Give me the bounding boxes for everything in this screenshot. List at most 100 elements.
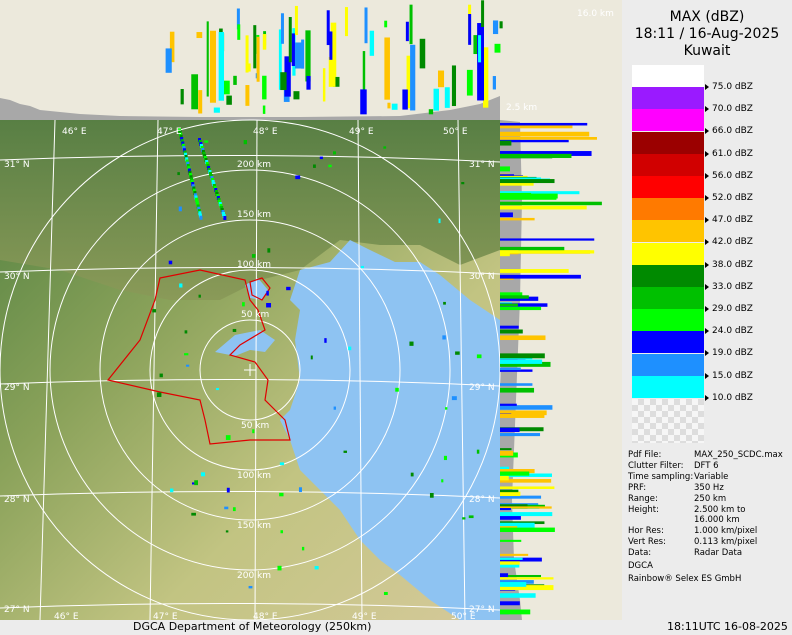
profile-echo [326,10,330,46]
echo-cell [445,407,448,410]
echo-cell [295,175,301,180]
echo-cell [443,455,448,461]
radar-echoes [152,128,482,595]
profile-echo [500,246,565,252]
profile-echo [330,22,337,77]
info-value: DFT 6 [694,461,719,471]
echo-cell [188,170,192,175]
echo-cell [286,286,291,291]
profile-echo [500,609,531,615]
profile-echo [500,427,544,432]
echo-cell [200,472,206,477]
profile-echo [500,153,572,158]
profile-echo [500,325,519,329]
profile-echo [344,7,348,37]
profile-echo [500,369,533,372]
profile-echo [362,51,366,94]
profile-echo [500,205,587,210]
info-value: 0.113 km/pixel [694,537,758,547]
profile-echo [196,32,203,39]
profile-echo [500,251,510,257]
profile-echo [253,25,257,69]
profile-echo [191,74,199,110]
echo-cell [442,335,446,340]
product-time: 18:11 / 16-Aug-2025 [634,26,780,42]
profile-echo [500,295,529,299]
profile-echo [332,76,340,87]
echo-cell [429,492,434,498]
scale-tick [705,150,709,157]
echo-cell [190,179,194,184]
echo-cell [395,387,399,392]
scale-tick [705,195,709,201]
echo-cell [279,492,284,497]
profile-echo [500,573,509,577]
echo-cell [185,159,189,164]
profile-echo [500,303,548,307]
echo-cell [360,265,365,269]
echo-cell [225,435,231,440]
profile-echo [500,491,521,497]
height-label-top: 16.0 km [577,9,614,19]
lon-label-top-48: 48° E [253,127,278,137]
echo-cell [280,530,284,534]
range-label-s-50: 50 km [241,421,269,431]
profile-echo [500,131,590,137]
lon-label-top-49: 49° E [349,127,374,137]
scale-label: 47.0 dBZ [712,215,753,226]
profile-echo [405,21,409,42]
profile-echo [294,5,298,36]
scale-tick [705,328,709,335]
info-key: Height: [628,505,659,515]
profile-echo [500,521,545,525]
echo-cell [324,338,327,343]
scale-label: 24.0 dBZ [712,326,753,337]
product-title: MAX (dBZ) [669,9,745,25]
profile-echo [500,574,542,578]
echo-cell [223,216,227,220]
lon-label-top-50: 50° E [443,127,468,137]
echo-cell [198,294,201,298]
profile-echo [280,13,284,44]
echo-cell [267,248,271,253]
lon-label-top-46: 46° E [62,127,87,137]
echo-cell [191,512,196,516]
scale-swatch [632,153,704,176]
scale-label: 38.0 dBZ [712,259,753,270]
range-label-n-150: 150 km [237,210,271,220]
scale-label: 10.0 dBZ [712,392,753,403]
echo-cell [186,164,190,168]
lon-label-bottom-48: 48° E [253,612,278,622]
profile-echo [500,307,533,311]
profile-echo [500,122,588,126]
lat-label-right-29: 29° N [469,383,495,393]
scale-tick [705,128,709,135]
echo-cell [409,341,414,346]
profile-echo [500,387,535,393]
product-site: Kuwait [683,43,731,59]
profile-echo [245,35,249,73]
info-key: Pdf File: [628,450,662,460]
profile-echo [500,601,520,606]
echo-cell [193,193,197,198]
range-label-s-150: 150 km [237,521,271,531]
lon-label-bottom-49: 49° E [352,612,377,622]
profile-echo [473,35,478,55]
echo-cell [168,260,173,265]
echo-cell [179,134,183,139]
profile-echo [293,91,300,100]
profile-echo [295,42,302,69]
profile-echo [500,274,581,279]
echo-cell [187,168,191,173]
north-profile-echoes [165,0,503,115]
profile-echo [500,353,545,359]
scale-label: 66.0 dBZ [712,126,753,137]
profile-echo [500,557,523,560]
scale-tick [705,394,709,401]
echo-cell [441,479,444,483]
profile-echo [500,469,535,474]
echo-cell [185,364,190,367]
profile-echo [165,48,172,73]
echo-cell [266,290,269,296]
echo-cell [180,139,184,144]
